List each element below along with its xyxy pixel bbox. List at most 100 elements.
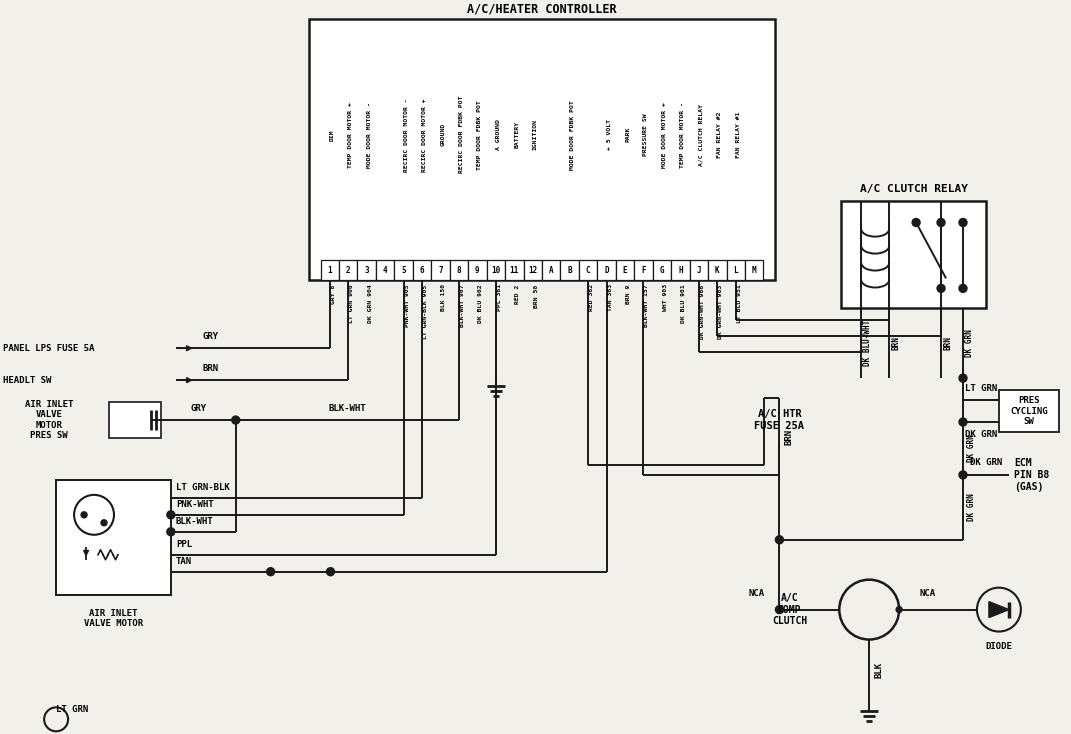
Bar [560, 261, 579, 280]
Bar [999, 390, 1059, 432]
Text: TEMP DOOR MOTOR -: TEMP DOOR MOTOR - [680, 102, 685, 167]
Circle shape [167, 511, 175, 519]
Text: NCA: NCA [919, 589, 935, 597]
Text: LT BLU 951: LT BLU 951 [737, 284, 742, 323]
Text: A: A [549, 266, 554, 275]
Text: GRY: GRY [202, 333, 218, 341]
Text: MODE DOOR FDBK POT: MODE DOOR FDBK POT [570, 100, 575, 170]
Bar [468, 261, 486, 280]
Text: RECIRC DOOR FDBK POT: RECIRC DOOR FDBK POT [459, 96, 464, 173]
Text: DK GRN: DK GRN [965, 330, 974, 357]
Bar [634, 261, 652, 280]
Text: PARK: PARK [625, 127, 630, 142]
Circle shape [327, 567, 334, 575]
Text: M: M [752, 266, 756, 275]
Text: BRN 9: BRN 9 [627, 284, 631, 304]
Text: GRY: GRY [191, 404, 207, 413]
Circle shape [937, 284, 945, 292]
Text: J: J [696, 266, 702, 275]
Text: 5: 5 [402, 266, 406, 275]
Polygon shape [989, 602, 1009, 617]
Text: F: F [642, 266, 646, 275]
Text: B: B [568, 266, 572, 275]
Circle shape [896, 606, 902, 613]
Text: TEMP DOOR FDBK POT: TEMP DOOR FDBK POT [478, 100, 482, 170]
Text: LT GRN 900: LT GRN 900 [349, 284, 355, 323]
Text: 2: 2 [346, 266, 350, 275]
Circle shape [959, 418, 967, 426]
Text: WHT 903: WHT 903 [663, 284, 668, 311]
Text: DK GRN: DK GRN [965, 430, 997, 439]
Text: DK GRN: DK GRN [967, 493, 976, 521]
Text: BLK-WHT: BLK-WHT [329, 404, 366, 413]
Bar [308, 19, 775, 280]
Circle shape [775, 606, 783, 614]
Text: A/C CLUTCH RELAY: A/C CLUTCH RELAY [860, 184, 967, 194]
Text: L: L [734, 266, 738, 275]
Text: AIR INLET
VALVE
MOTOR
PRES SW: AIR INLET VALVE MOTOR PRES SW [25, 400, 73, 440]
Text: PNK-WHT 905: PNK-WHT 905 [405, 284, 409, 327]
Bar [524, 261, 542, 280]
Text: IGNITION: IGNITION [532, 119, 538, 150]
Text: DIM: DIM [330, 129, 335, 140]
Text: DIODE: DIODE [985, 642, 1012, 650]
Bar [394, 261, 412, 280]
Text: C: C [586, 266, 590, 275]
Bar [726, 261, 745, 280]
Text: TAN 363: TAN 363 [607, 284, 613, 311]
Bar [412, 261, 432, 280]
Text: TEMP DOOR MOTOR +: TEMP DOOR MOTOR + [348, 102, 353, 167]
Circle shape [959, 219, 967, 227]
Text: PNK-WHT: PNK-WHT [176, 500, 213, 509]
Circle shape [231, 416, 240, 424]
Text: BRN 50: BRN 50 [533, 284, 539, 308]
Text: BRN: BRN [944, 336, 952, 350]
Circle shape [267, 567, 274, 575]
Bar [320, 261, 338, 280]
Bar [708, 261, 726, 280]
Text: RED 362: RED 362 [589, 284, 594, 311]
Text: 6: 6 [420, 266, 424, 275]
Text: G: G [660, 266, 664, 275]
Text: GROUND: GROUND [440, 123, 446, 146]
Text: H: H [678, 266, 682, 275]
Bar [842, 200, 986, 308]
Text: PRESSURE SW: PRESSURE SW [644, 114, 649, 156]
Text: A GROUND: A GROUND [496, 119, 501, 150]
Text: D: D [604, 266, 609, 275]
Circle shape [959, 471, 967, 479]
Text: DK BLU-WHT: DK BLU-WHT [863, 320, 872, 366]
Text: FAN RELAY #1: FAN RELAY #1 [736, 112, 741, 158]
Text: 9: 9 [476, 266, 480, 275]
Text: DK BLU 901: DK BLU 901 [681, 284, 687, 323]
Circle shape [101, 520, 107, 526]
Text: BRN: BRN [784, 429, 794, 445]
Bar [598, 261, 616, 280]
Text: PPL 361: PPL 361 [497, 284, 502, 311]
Text: MODE DOOR MOTOR -: MODE DOOR MOTOR - [366, 102, 372, 167]
Bar [542, 261, 560, 280]
Text: A/C HTR
FUSE 25A: A/C HTR FUSE 25A [754, 410, 804, 431]
Text: RECIRC DOOR MOTOR -: RECIRC DOOR MOTOR - [404, 98, 408, 172]
Text: PANEL LPS FUSE 5A: PANEL LPS FUSE 5A [3, 344, 94, 353]
Bar [338, 261, 358, 280]
Text: 1: 1 [328, 266, 332, 275]
Bar [109, 402, 161, 438]
Bar [652, 261, 672, 280]
Text: BRN: BRN [891, 336, 900, 350]
Text: + 5 VOLT: + 5 VOLT [606, 119, 612, 150]
Bar [486, 261, 506, 280]
Circle shape [937, 219, 945, 227]
Text: PPL: PPL [176, 539, 192, 549]
Text: DK BLU 902: DK BLU 902 [479, 284, 483, 323]
Text: HEADLT SW: HEADLT SW [3, 376, 51, 385]
Text: 4: 4 [382, 266, 388, 275]
Text: A/C
COMP
CLUTCH: A/C COMP CLUTCH [772, 593, 808, 626]
Text: RECIRC DOOR MOTOR +: RECIRC DOOR MOTOR + [422, 98, 427, 172]
Text: 12: 12 [528, 266, 538, 275]
Bar [690, 261, 708, 280]
Circle shape [167, 528, 175, 536]
Text: FAN RELAY #2: FAN RELAY #2 [718, 112, 722, 158]
Text: 11: 11 [510, 266, 519, 275]
Text: LT GRN: LT GRN [965, 384, 997, 393]
